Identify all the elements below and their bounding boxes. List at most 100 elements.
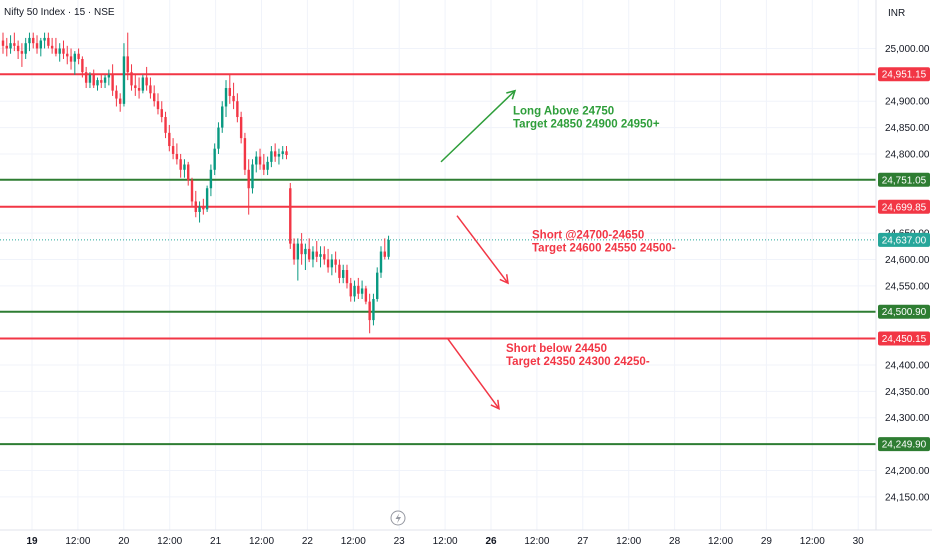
price-tick-label: 24,350.00: [885, 387, 930, 398]
candle: [251, 159, 254, 194]
candle: [122, 43, 126, 107]
candle: [224, 80, 228, 118]
time-tick-label: 12:00: [708, 536, 733, 547]
price-tick-label: 24,200.00: [885, 466, 930, 477]
time-axis[interactable]: 19 12:00 20 12:00 21 12:00 22 12:00 23 12:00 26 12:…: [26, 536, 864, 547]
candle: [35, 35, 39, 54]
candle: [255, 151, 258, 173]
candle: [54, 37, 58, 57]
candle: [156, 93, 160, 115]
last-price-badge-label: 24,637.00: [882, 235, 927, 246]
time-tick-label: 12:00: [524, 536, 549, 547]
candle: [58, 43, 61, 62]
price-tick-label: 24,400.00: [885, 360, 930, 371]
level-price-badge: [878, 67, 930, 82]
price-tick-label: 24,300.00: [885, 413, 930, 424]
candle: [103, 74, 107, 89]
candle: [228, 74, 231, 104]
candle: [221, 101, 224, 133]
candle: [1, 32, 5, 54]
candle: [118, 93, 122, 112]
candle: [39, 37, 42, 57]
candle: [100, 74, 103, 89]
candle: [107, 69, 111, 86]
candle: [243, 132, 247, 176]
candle: [111, 64, 114, 96]
price-tick-label: 24,850.00: [885, 123, 930, 134]
arrow: [447, 338, 500, 410]
candle: [311, 246, 315, 268]
candle: [141, 74, 145, 94]
price-tick-label: 24,150.00: [885, 492, 930, 503]
time-tick-label: 26: [485, 536, 497, 547]
candle: [13, 32, 16, 52]
level-price-badge: [878, 199, 930, 214]
candle: [345, 264, 349, 289]
level-price-badge: [878, 437, 930, 452]
candle: [149, 77, 152, 99]
candle: [43, 32, 46, 49]
candle: [168, 124, 171, 152]
time-tick-label: 12:00: [616, 536, 641, 547]
time-tick-label: 19: [26, 536, 38, 547]
annotation-text: Long Above 24750: [513, 105, 614, 117]
time-tick-label: 28: [669, 536, 681, 547]
annotation-arrows: [440, 89, 517, 410]
time-tick-label: 12:00: [249, 536, 274, 547]
level-price-badge-label: 24,751.05: [882, 175, 927, 186]
candle: [334, 251, 337, 273]
candle: [205, 185, 209, 212]
candle: [372, 293, 375, 326]
candle: [50, 37, 54, 54]
candle: [5, 37, 8, 57]
price-tick-label: 24,550.00: [885, 281, 930, 292]
level-price-badge-label: 24,450.15: [882, 334, 927, 345]
candle: [126, 32, 129, 81]
candle: [292, 238, 296, 265]
candle: [24, 37, 27, 60]
candle: [383, 238, 386, 260]
candle: [88, 72, 92, 89]
candle: [202, 198, 205, 215]
price-tick-label: 24,600.00: [885, 255, 930, 266]
candle: [330, 254, 334, 276]
candle: [247, 159, 250, 215]
currency-label: INR: [888, 8, 905, 19]
candle: [69, 48, 73, 70]
candle: [73, 51, 77, 75]
time-tick-label: 12:00: [341, 536, 366, 547]
time-tick-label: 12:00: [157, 536, 182, 547]
candles: [1, 32, 390, 334]
level-price-badge: [878, 304, 930, 319]
candle: [96, 77, 99, 91]
price-tick-label: 24,900.00: [885, 97, 930, 108]
candle: [9, 35, 12, 54]
annotation-text: Target 24850 24900 24950+: [513, 118, 660, 130]
candle: [296, 238, 300, 281]
time-tick-label: 27: [577, 536, 589, 547]
candle: [209, 164, 213, 197]
annotation-text: Target 24600 24550 24500-: [532, 242, 676, 254]
candle: [145, 66, 148, 91]
arrow: [456, 215, 509, 285]
candle: [232, 82, 235, 110]
candle: [236, 93, 239, 123]
candle: [32, 32, 35, 49]
candle: [266, 156, 269, 176]
candle: [326, 248, 330, 273]
candle: [387, 235, 390, 260]
lightning-icon[interactable]: [390, 510, 406, 526]
candle: [194, 190, 197, 218]
candle: [277, 148, 281, 165]
candle: [84, 66, 88, 89]
candle: [357, 277, 360, 300]
candle: [81, 56, 84, 78]
time-tick-label: 22: [302, 536, 314, 547]
level-price-badge: [878, 172, 930, 187]
candle: [338, 259, 341, 284]
candle: [137, 77, 141, 99]
candle: [175, 143, 179, 165]
candle: [62, 40, 65, 60]
